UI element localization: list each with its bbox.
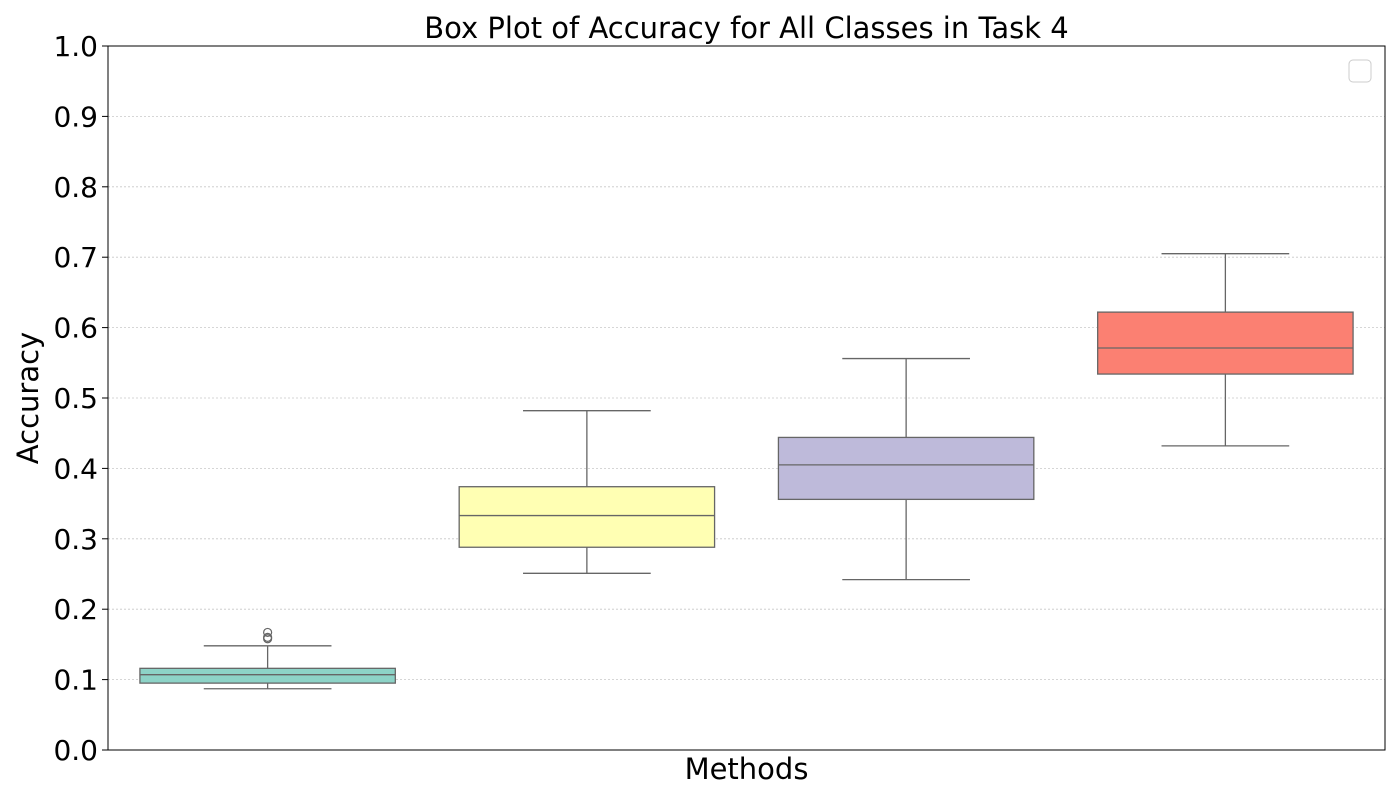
grid-lines [108, 116, 1385, 680]
y-tick-label: 1.0 [53, 30, 98, 63]
boxes [139, 253, 1354, 690]
iqr-box [1097, 311, 1354, 375]
box-group [458, 410, 716, 574]
y-axis-ticks: 0.0 0.1 0.2 0.3 0.4 0.5 0.6 0.7 0.8 0.9 1.0 [53, 30, 108, 767]
y-axis-label: Accuracy [11, 332, 45, 464]
chart-title: Box Plot of Accuracy for All Classes in … [424, 11, 1068, 45]
y-tick-label: 0.7 [53, 241, 98, 274]
box-group [1097, 253, 1354, 447]
y-tick-label: 0.4 [53, 452, 98, 485]
y-tick-label: 0.6 [53, 312, 98, 345]
y-tick-label: 0.1 [53, 664, 98, 697]
y-tick-label: 0.3 [53, 523, 98, 556]
iqr-box [139, 667, 396, 684]
iqr-box [458, 486, 716, 548]
iqr-box [777, 436, 1035, 501]
y-tick-label: 0.0 [53, 734, 98, 767]
y-tick-label: 0.2 [53, 593, 98, 626]
outlier-point [263, 632, 273, 642]
legend [1348, 59, 1372, 83]
y-tick-label: 0.8 [53, 171, 98, 204]
y-tick-label: 0.9 [53, 100, 98, 133]
box-group [139, 627, 396, 690]
y-tick-label: 0.5 [53, 382, 98, 415]
box-group [777, 357, 1035, 581]
outlier-point [263, 627, 273, 638]
x-axis-label: Methods [685, 752, 809, 786]
